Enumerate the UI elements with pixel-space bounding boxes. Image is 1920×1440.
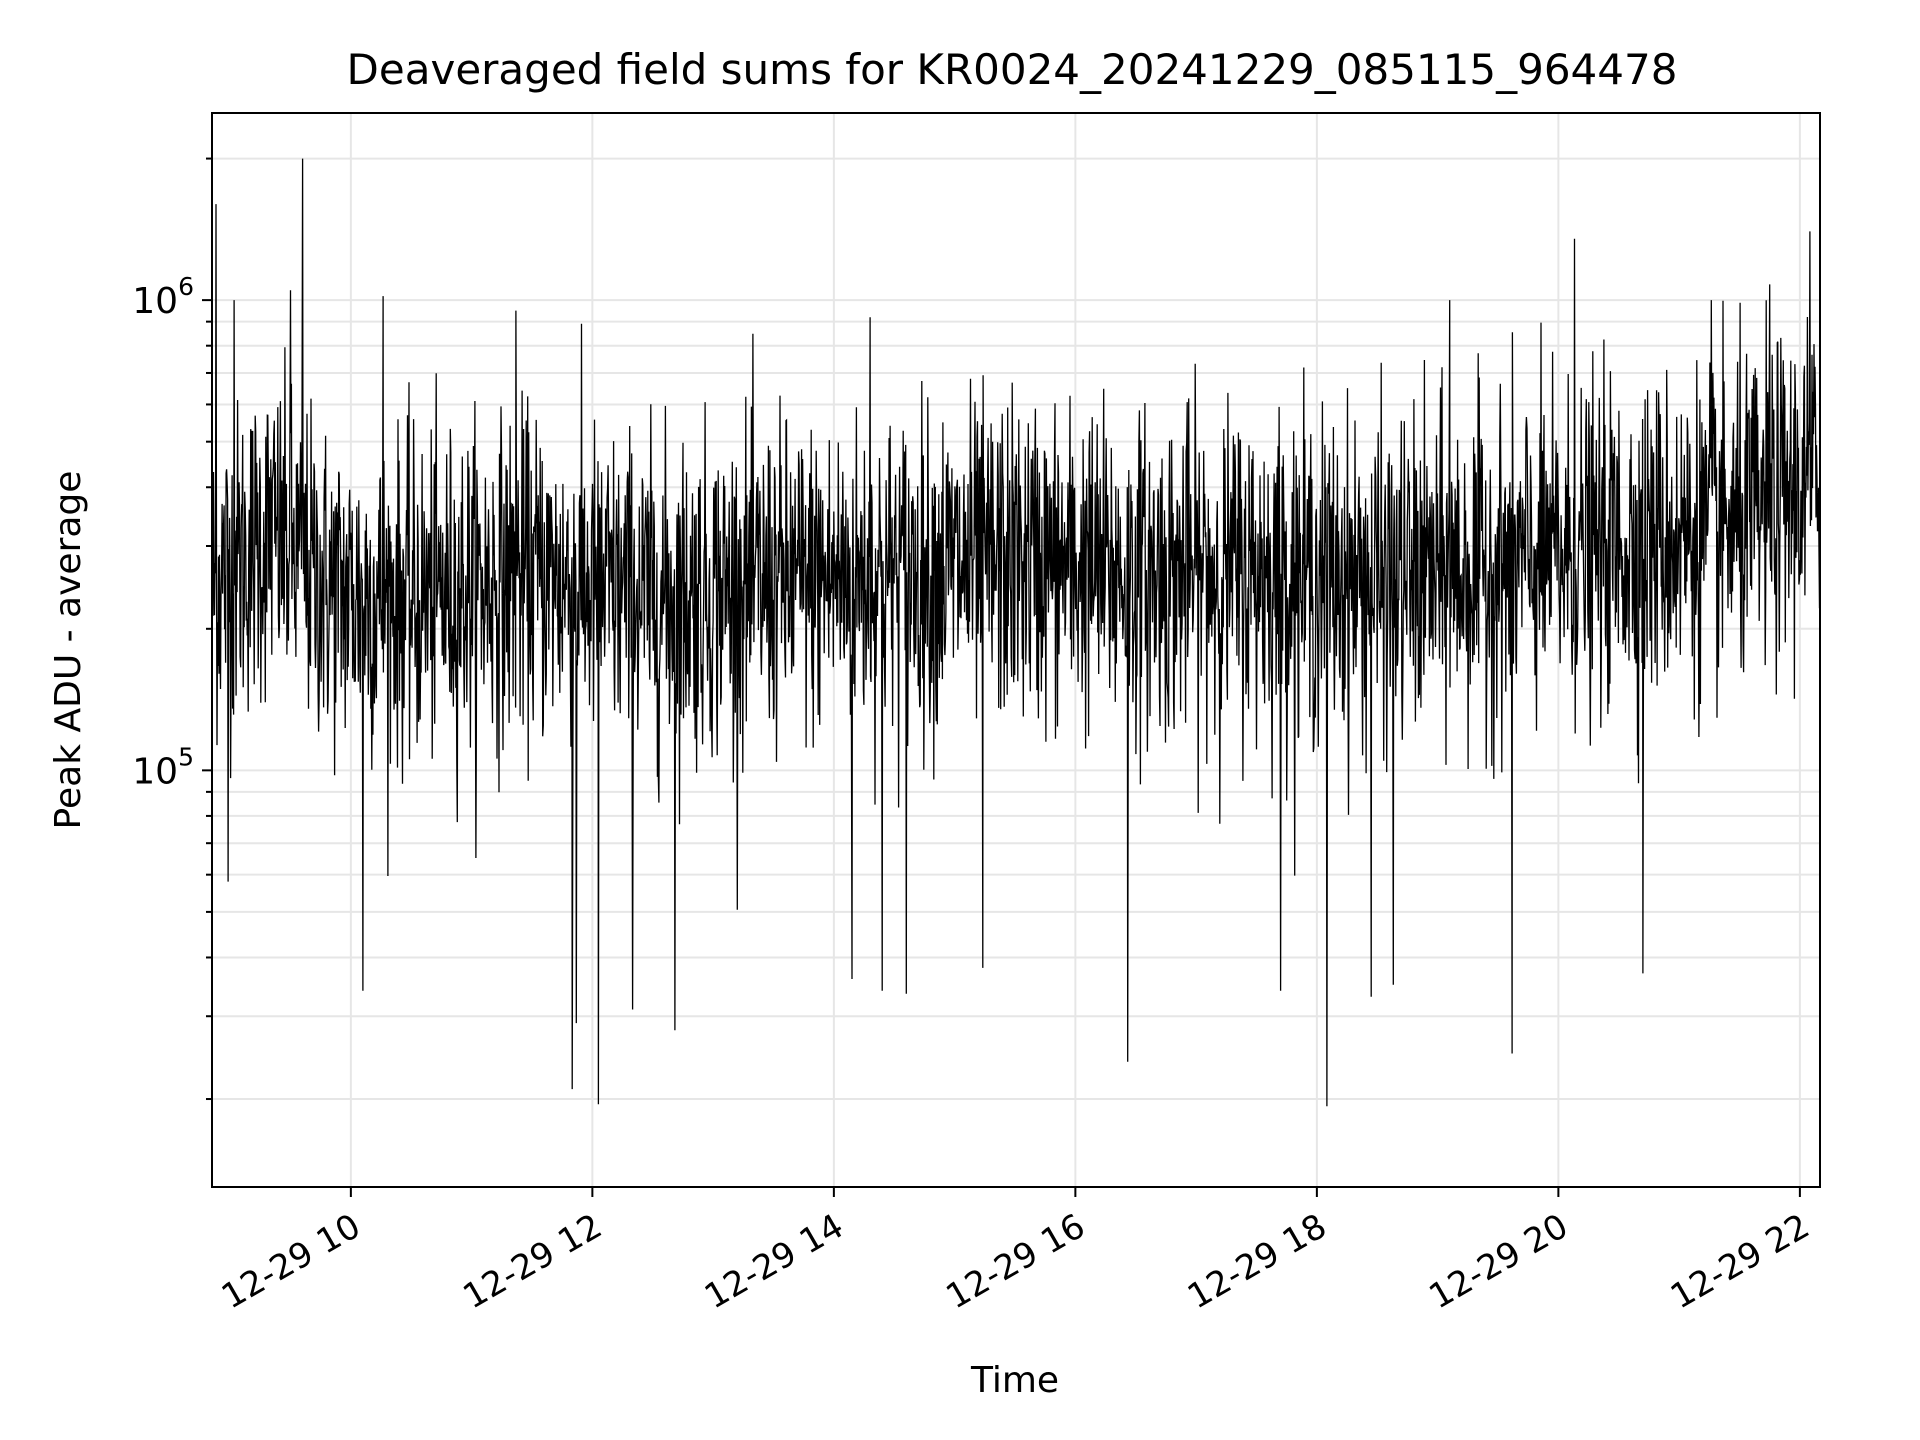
y-axis-ticks: 105 106 bbox=[132, 157, 212, 1101]
data-series bbox=[212, 158, 1820, 1107]
chart-title: Deaveraged field sums for KR0024_2024122… bbox=[347, 45, 1678, 94]
y-tick-label: 106 bbox=[132, 272, 194, 322]
series-line bbox=[212, 158, 1820, 1107]
x-axis-label: Time bbox=[970, 1360, 1059, 1401]
y-axis-label: Peak ADU - average bbox=[48, 471, 89, 830]
y-tick-label: 105 bbox=[132, 742, 194, 792]
plot-frame bbox=[211, 112, 1821, 1188]
